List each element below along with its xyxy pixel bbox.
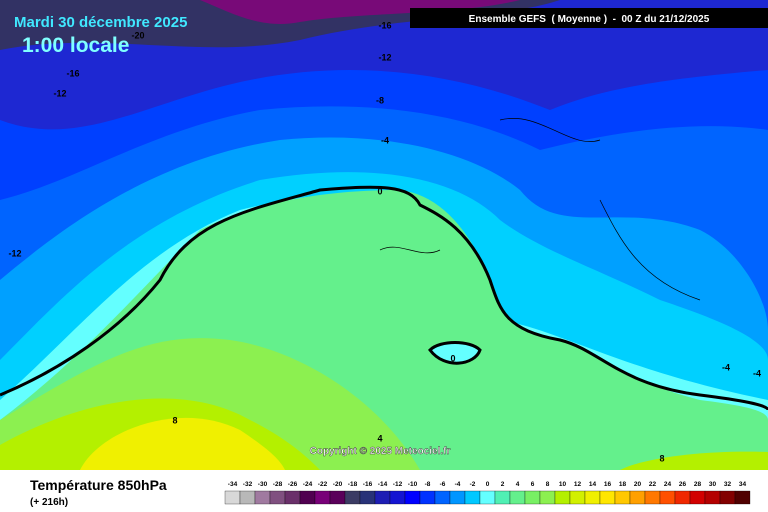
legend-label: -2 [470, 481, 476, 488]
contour-label: -20 [131, 30, 144, 40]
legend-swatch [614, 490, 631, 505]
legend-label: -24 [303, 481, 313, 488]
legend-label: 6 [531, 481, 535, 488]
legend-swatch [629, 490, 646, 505]
legend-swatch [419, 490, 436, 505]
legend-label: 4 [516, 481, 520, 488]
legend-label: -14 [378, 481, 388, 488]
lead-time: (+ 216h) [30, 497, 68, 508]
legend-label: 10 [559, 481, 567, 488]
legend-swatch [674, 490, 691, 505]
contour-label: -16 [378, 20, 391, 30]
contour-label: -16 [66, 68, 79, 78]
legend-swatch [314, 490, 331, 505]
legend-swatch [539, 490, 556, 505]
legend-swatch [224, 490, 241, 505]
legend-label: 14 [589, 481, 597, 488]
legend-swatch [374, 490, 391, 505]
legend-label: -12 [393, 481, 403, 488]
contour-label: 4 [377, 433, 382, 443]
legend-label: 18 [619, 481, 627, 488]
legend-swatch [494, 490, 511, 505]
legend-swatch [269, 490, 286, 505]
contour-label: -12 [8, 248, 21, 258]
legend-label: -34 [228, 481, 238, 488]
legend-label: -4 [455, 481, 461, 488]
legend-swatch [464, 490, 481, 505]
legend-swatch [254, 490, 271, 505]
legend-label: 32 [724, 481, 732, 488]
legend-swatch [734, 490, 751, 505]
legend-swatch [404, 490, 421, 505]
legend-swatch [329, 490, 346, 505]
legend-swatch [689, 490, 706, 505]
legend-swatch [434, 490, 451, 505]
legend-swatch [644, 490, 661, 505]
legend-label: -32 [243, 481, 253, 488]
legend-swatch [479, 490, 496, 505]
temperature-field [0, 0, 768, 471]
legend-swatch [599, 490, 616, 505]
legend-swatch [554, 490, 571, 505]
legend-label: 16 [604, 481, 612, 488]
legend-label: 0 [486, 481, 490, 488]
legend-label: 24 [664, 481, 672, 488]
copyright: Copyright © 2025 Meteociel.fr [310, 446, 451, 457]
contour-label: -12 [53, 88, 66, 98]
legend-label: 20 [634, 481, 642, 488]
run-box [410, 8, 768, 28]
legend-label: -6 [440, 481, 446, 488]
contour-label: 8 [659, 453, 664, 463]
legend-label: -28 [273, 481, 283, 488]
legend-label: -16 [363, 481, 373, 488]
legend-label: -30 [258, 481, 268, 488]
legend-label: 12 [574, 481, 582, 488]
legend: -34 -32 -30 -28 -26 -24 -22 -20 -18 -16 -14 -12 -10-… [224, 481, 751, 505]
legend-swatch [299, 490, 316, 505]
legend-label: -10 [408, 481, 418, 488]
contour-labels: -20 -16 -12 -16 -12 -8 -4 0 -12 0 4 8 -4… [8, 20, 761, 463]
legend-label: 34 [739, 481, 747, 488]
legend-swatch [449, 490, 466, 505]
map-date: Mardi 30 décembre 2025 [14, 14, 187, 31]
legend-swatch [239, 490, 256, 505]
variable: Température 850hPa [30, 477, 167, 493]
legend-swatch [719, 490, 736, 505]
legend-label: 22 [649, 481, 657, 488]
legend-label: -18 [348, 481, 358, 488]
legend-swatch [584, 490, 601, 505]
contour-label: -4 [722, 362, 730, 372]
legend-swatch [509, 490, 526, 505]
legend-swatch [284, 490, 301, 505]
legend-swatch [389, 490, 406, 505]
contour-label: -4 [753, 368, 761, 378]
legend-label: 2 [501, 481, 505, 488]
legend-swatch [359, 490, 376, 505]
run-info: Ensemble GEFS ( Moyenne ) - 00 Z du 21/1… [469, 14, 710, 25]
legend-label: 30 [709, 481, 717, 488]
legend-swatch [524, 490, 541, 505]
legend-swatch [344, 490, 361, 505]
contour-label: -4 [381, 135, 389, 145]
legend-label: 28 [694, 481, 702, 488]
legend-label: 26 [679, 481, 687, 488]
legend-label: -26 [288, 481, 298, 488]
legend-label: -20 [333, 481, 343, 488]
contour-label: -12 [378, 52, 391, 62]
legend-label: -22 [318, 481, 328, 488]
contour-label: 0 [450, 353, 455, 363]
legend-swatch [659, 490, 676, 505]
contour-label: 0 [377, 186, 382, 196]
contour-label: -8 [376, 95, 384, 105]
legend-swatch [704, 490, 721, 505]
contour-label: 8 [172, 415, 177, 425]
map-time: 1:00 locale [22, 34, 129, 57]
legend-label: -8 [425, 481, 431, 488]
legend-label: 8 [546, 481, 550, 488]
contours [0, 118, 768, 411]
legend-swatch [569, 490, 586, 505]
